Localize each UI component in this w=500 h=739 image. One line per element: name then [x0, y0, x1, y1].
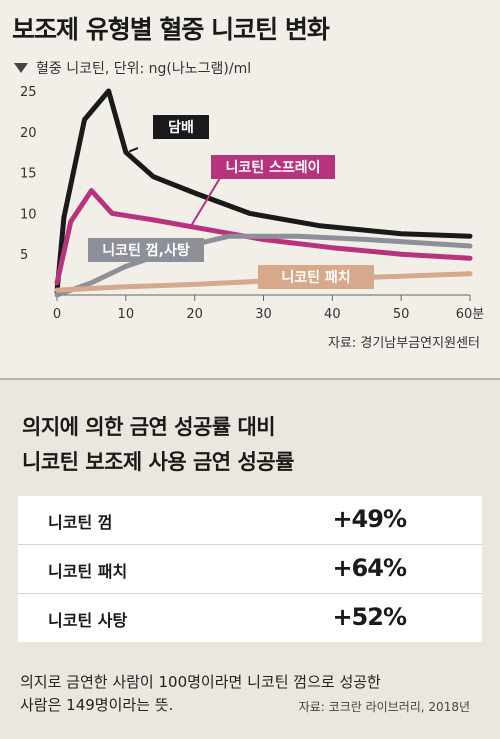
- chart-section: 보조제 유형별 혈중 니코틴 변화 혈중 니코틴, 단위: ng(나노그램)/m…: [12, 15, 485, 351]
- chart-source: 자료: 경기남부금연지원센터: [327, 336, 480, 351]
- comparison-title: 의지에 의한 금연 성공률 대비 니코틴 보조제 사용 금연 성공률: [22, 410, 294, 480]
- x-tick-label: 50: [393, 307, 410, 322]
- section-divider: [0, 378, 500, 380]
- series-line: [54, 88, 473, 295]
- row-label: 니코틴 사탕: [48, 611, 128, 630]
- series-label-box: [211, 155, 335, 179]
- footnote-line2: 사람은 149명이라는 뜻.: [20, 696, 174, 714]
- footnote-line1: 의지로 금연한 사람이 100명이라면 니코틴 껌으로 성공한: [20, 673, 381, 691]
- series-label-box: [88, 238, 204, 262]
- x-tick-label: 30: [255, 307, 272, 322]
- x-tick-label: 40: [324, 307, 341, 322]
- comparison-source: 자료: 코크란 라이브러리, 2018년: [298, 700, 470, 714]
- series-label-box: [153, 115, 209, 139]
- series-label-box: [258, 265, 374, 289]
- y-tick-label: 15: [20, 167, 37, 182]
- unit-text: 혈중 니코틴, 단위: ng(나노그램)/ml: [36, 61, 252, 77]
- series-line: [54, 233, 473, 298]
- y-tick-label: 25: [20, 85, 37, 100]
- x-tick-label: 60분: [456, 307, 485, 322]
- series-label: 니코틴 패치: [281, 269, 350, 286]
- table-row: 니코틴 껌 +49%: [18, 496, 482, 545]
- table-row: 니코틴 사탕 +52%: [18, 594, 482, 642]
- comparison-title-line2: 니코틴 보조제 사용 금연 성공률: [22, 450, 294, 474]
- leader-line: [190, 177, 221, 227]
- triangle-down-icon: [14, 63, 28, 73]
- row-label: 니코틴 껌: [48, 513, 113, 532]
- row-value: +52%: [332, 603, 407, 631]
- leader-line: [128, 147, 139, 153]
- y-tick-label: 5: [20, 248, 28, 263]
- row-value: +64%: [332, 554, 407, 582]
- x-tick-label: 0: [53, 307, 61, 322]
- unit-label: 혈중 니코틴, 단위: ng(나노그램)/ml: [14, 58, 251, 78]
- series-label: 니코틴 껌,사탕: [102, 242, 190, 259]
- y-tick-label: 10: [20, 207, 37, 222]
- success-rate-table: 니코틴 껌 +49% 니코틴 패치 +64% 니코틴 사탕 +52%: [18, 496, 482, 642]
- y-tick-label: 20: [20, 126, 37, 141]
- chart-title: 보조제 유형별 혈중 니코틴 변화: [12, 15, 330, 44]
- x-tick-label: 20: [186, 307, 203, 322]
- series-label: 니코틴 스프레이: [225, 159, 320, 176]
- series-label: 담배: [168, 119, 194, 136]
- row-value: +49%: [332, 505, 407, 533]
- x-tick-label: 10: [118, 307, 135, 322]
- series-line: [54, 188, 473, 286]
- table-row: 니코틴 패치 +64%: [18, 545, 482, 594]
- row-label: 니코틴 패치: [48, 562, 128, 581]
- comparison-title-line1: 의지에 의한 금연 성공률 대비: [22, 415, 276, 439]
